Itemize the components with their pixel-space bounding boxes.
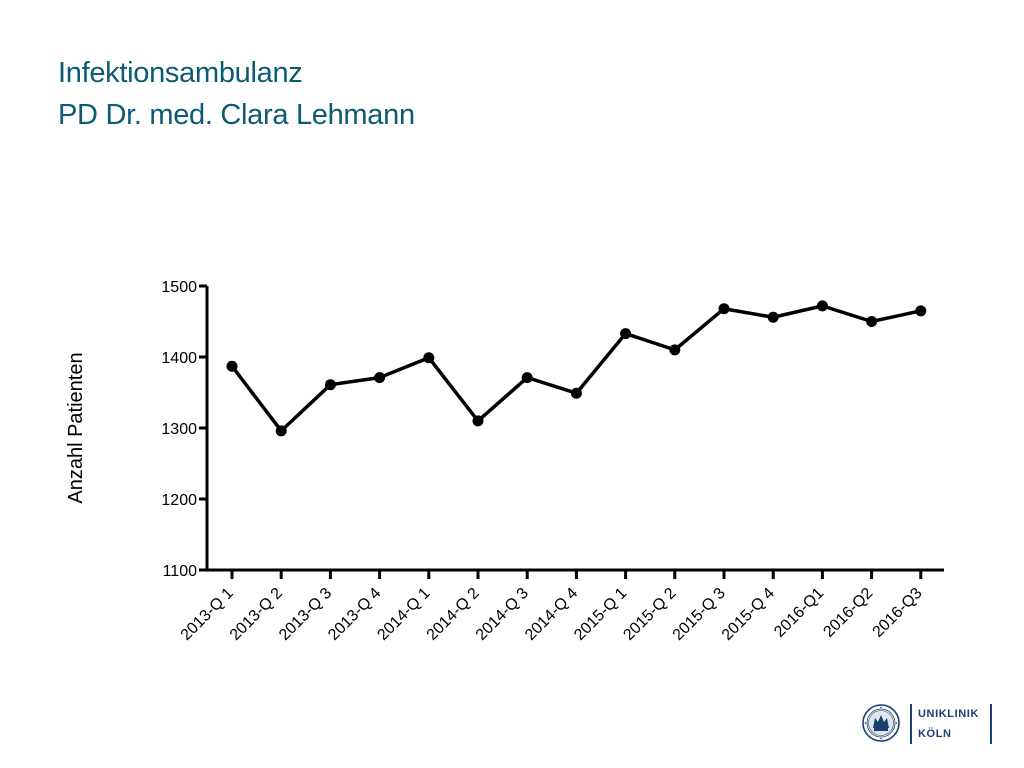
data-point	[915, 305, 927, 317]
x-tick-label: 2016-Q2	[820, 585, 876, 641]
data-point	[866, 316, 878, 327]
x-tick-label: 2014-Q 4	[522, 585, 581, 644]
title-line-2: PD Dr. med. Clara Lehmann	[58, 99, 415, 131]
y-tick-label: 1300	[161, 421, 197, 438]
x-tick-label: 2013-Q 1	[178, 585, 237, 644]
page-title: Infektionsambulanz PD Dr. med. Clara Leh…	[58, 52, 415, 136]
logo-divider-right	[990, 704, 992, 744]
y-tick-label: 1200	[161, 492, 197, 509]
x-tick-label: 2016-Q1	[771, 585, 827, 641]
x-tick-label: 2014-Q 2	[424, 585, 483, 644]
x-tick-label: 2016-Q3	[870, 585, 926, 641]
y-tick-label: 1400	[161, 350, 197, 367]
data-point	[718, 303, 730, 315]
logo-text-line-1: UNIKLINIK	[918, 708, 980, 720]
x-tick-label: 2015-Q 3	[670, 585, 729, 644]
data-point	[275, 425, 287, 437]
x-tick-label: 2013-Q 4	[325, 585, 384, 644]
x-tick-label: 2015-Q 2	[620, 585, 679, 644]
university-seal-icon	[862, 704, 900, 742]
data-point	[423, 352, 435, 364]
series-line	[230, 304, 922, 433]
data-point	[324, 379, 336, 391]
data-point	[521, 372, 533, 384]
y-tick-label: 1100	[163, 563, 198, 580]
data-point	[226, 360, 238, 372]
data-point	[620, 328, 632, 340]
data-point	[767, 311, 779, 323]
y-tick-label: 1500	[161, 279, 197, 296]
title-line-1: Infektionsambulanz	[58, 57, 303, 89]
x-tick-label: 2013-Q 2	[227, 585, 286, 644]
uniklinik-logo: UNIKLINIK KÖLN	[862, 702, 992, 746]
x-tick-label: 2014-Q 1	[374, 585, 433, 644]
y-axis-label: Anzahl Patienten	[65, 352, 87, 503]
data-point	[374, 372, 386, 384]
x-tick-label: 2015-Q 1	[571, 585, 630, 644]
logo-divider	[910, 704, 912, 744]
x-tick-label: 2014-Q 3	[473, 585, 532, 644]
data-point	[570, 387, 582, 399]
x-tick-label: 2015-Q 4	[719, 585, 778, 644]
data-point	[472, 415, 484, 427]
logo-text-line-2: KÖLN	[918, 728, 952, 740]
data-point	[669, 344, 681, 356]
x-tick-label: 2013-Q 3	[276, 585, 335, 644]
data-point	[816, 300, 828, 312]
